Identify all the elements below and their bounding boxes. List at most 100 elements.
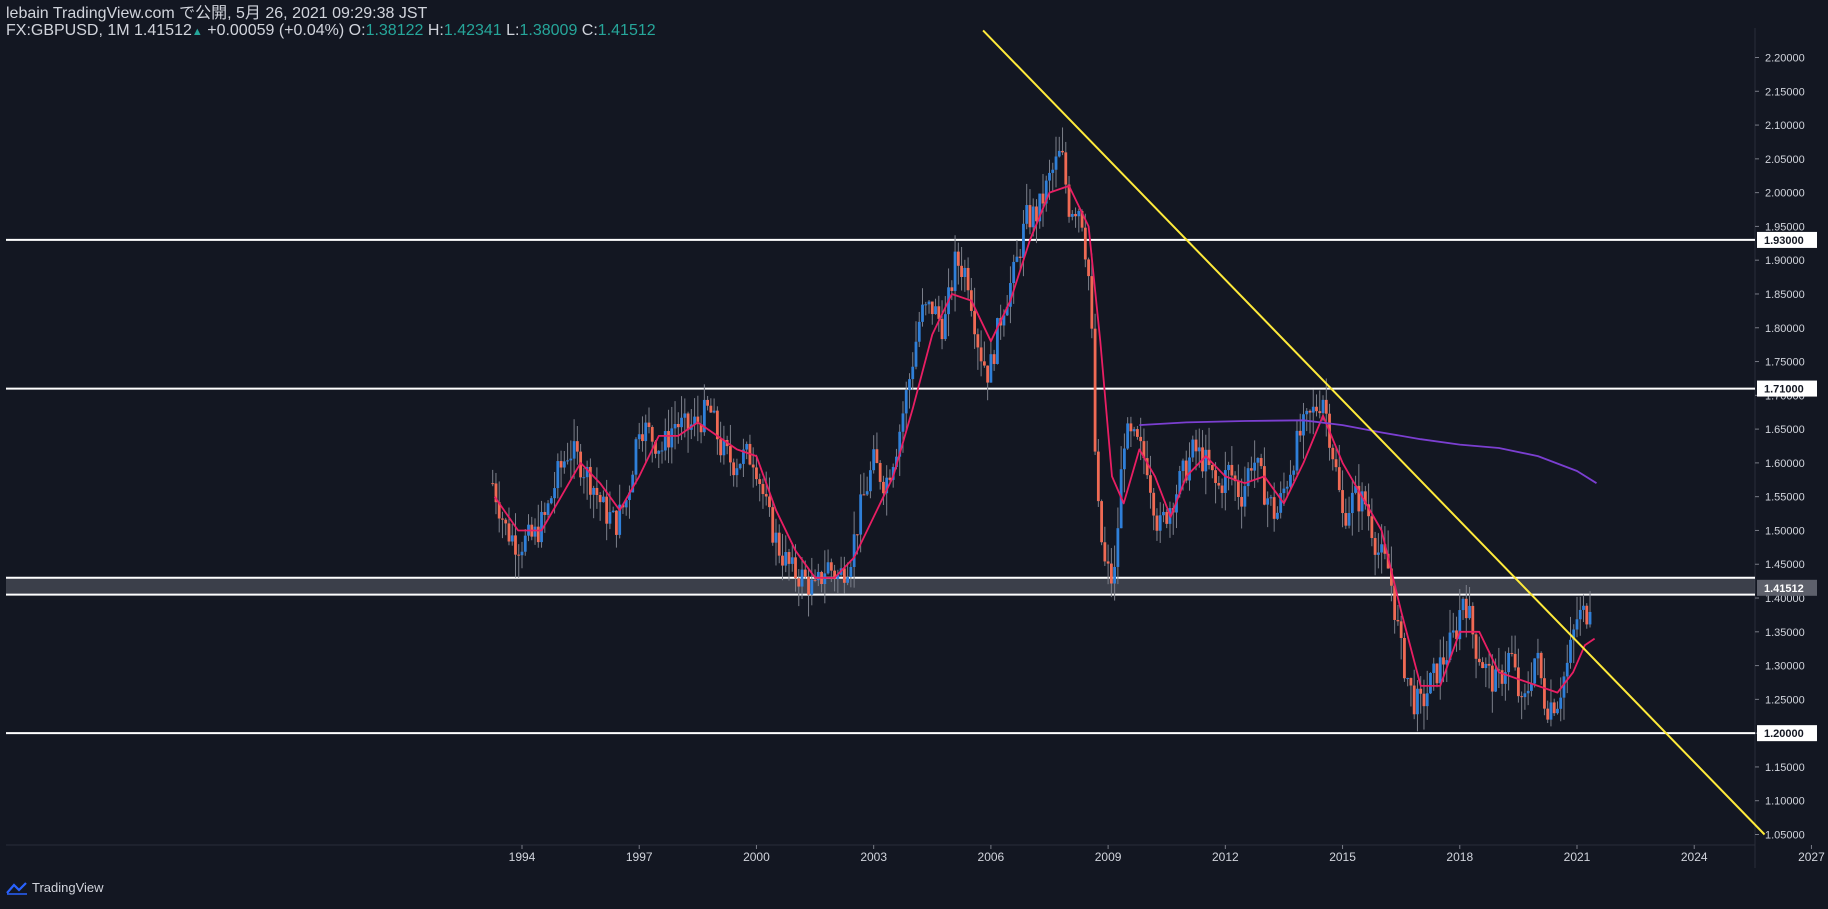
candle-up: [865, 491, 869, 495]
candle-up: [1565, 662, 1569, 677]
candle-down: [1041, 193, 1045, 204]
candle-down: [813, 579, 817, 581]
candle-down: [1249, 468, 1253, 471]
candle-up: [1256, 458, 1260, 463]
candle-down: [807, 576, 810, 595]
candle-down: [1334, 459, 1338, 468]
candle-up: [800, 569, 804, 587]
candle-up: [644, 422, 648, 442]
candle-down: [699, 424, 703, 433]
candle-down: [1103, 542, 1107, 562]
candle-up: [914, 341, 918, 367]
candle-down: [1080, 211, 1084, 228]
symbol-legend[interactable]: FX:GBPUSD, 1M 1.41512▲ +0.00059 (+0.04%)…: [6, 22, 656, 41]
y-tick-label: 1.55000: [1765, 492, 1805, 504]
candle-down: [992, 354, 996, 364]
candle-up: [953, 251, 957, 291]
candle-up: [921, 304, 924, 322]
x-tick-label: 2015: [1329, 850, 1356, 864]
level-lines-group[interactable]: [6, 238, 1755, 735]
candle-down: [1331, 447, 1335, 460]
candle-up: [1484, 663, 1488, 669]
candle-up: [1178, 471, 1182, 495]
candle-down: [504, 519, 508, 524]
candle-up: [1005, 306, 1009, 316]
candle-up: [1292, 470, 1296, 475]
candle-up: [572, 441, 576, 459]
y-tick-label: 1.45000: [1765, 559, 1805, 571]
symbol-name[interactable]: FX:GBPUSD, 1M: [6, 22, 130, 39]
low-value: 1.38009: [519, 22, 578, 39]
candle-up: [549, 498, 553, 504]
y-tick-label: 1.05000: [1765, 830, 1805, 842]
candle-up: [745, 443, 749, 450]
candle-down: [771, 507, 775, 543]
candle-up: [1582, 605, 1585, 610]
high-value: 1.42341: [443, 22, 502, 39]
candle-down: [1149, 475, 1152, 493]
candle-up: [1549, 702, 1553, 720]
candle-up: [774, 532, 778, 543]
candle-up: [585, 466, 589, 478]
candle-down: [1422, 693, 1426, 707]
candle-up: [582, 477, 586, 479]
candle-down: [1184, 460, 1188, 481]
candle-up: [1077, 211, 1081, 217]
candle-down: [1194, 439, 1198, 452]
candle-down: [1240, 496, 1244, 507]
price-change: +0.00059 (+0.04%): [207, 22, 345, 39]
candle-up: [1461, 598, 1465, 611]
candle-up: [520, 551, 524, 556]
candle-down: [1487, 663, 1491, 666]
candle-up: [540, 512, 543, 543]
candle-up: [1575, 619, 1579, 630]
candle-up: [1429, 672, 1432, 694]
moving-average-fast-line: [493, 185, 1596, 694]
candle-down: [1367, 504, 1371, 517]
candle-up: [1425, 693, 1429, 707]
candle-down: [761, 484, 765, 495]
candle-down: [1028, 205, 1032, 228]
candle-up: [1536, 652, 1540, 659]
candle-down: [1318, 411, 1322, 414]
x-tick-label: 2003: [860, 850, 887, 864]
candle-down: [758, 479, 762, 485]
y-tick-label: 1.90000: [1765, 255, 1805, 267]
candle-down: [1464, 598, 1468, 619]
candle-up: [1051, 169, 1055, 173]
candle-down: [1324, 399, 1328, 414]
candles-group: [491, 127, 1592, 732]
candle-down: [1497, 669, 1501, 671]
candle-down: [833, 570, 836, 580]
tradingview-logo-icon: [6, 881, 28, 895]
candle-down: [1096, 451, 1100, 502]
support-resistance-zone[interactable]: [6, 577, 1755, 595]
candle-down: [794, 557, 797, 579]
candle-up: [1458, 610, 1462, 640]
candle-up: [1507, 652, 1511, 673]
candle-down: [956, 251, 960, 266]
candle-up: [943, 314, 947, 340]
candle-down: [1344, 513, 1348, 526]
candle-up: [1266, 498, 1270, 505]
candle-up: [1188, 457, 1191, 481]
candle-down: [937, 306, 941, 319]
candle-down: [1067, 184, 1071, 217]
candle-down: [1315, 406, 1318, 412]
high-label: H:: [427, 22, 444, 39]
trendline-group[interactable]: [982, 29, 1766, 836]
candle-up: [1572, 629, 1576, 640]
candle-up: [634, 439, 638, 475]
descending-trendline[interactable]: [982, 29, 1766, 836]
candle-up: [1116, 528, 1120, 567]
level-price-label-box: [1757, 380, 1817, 397]
candle-up: [1285, 486, 1289, 489]
candle-down: [842, 568, 846, 583]
level-price-label: 1.93000: [1764, 235, 1804, 247]
candle-up: [869, 470, 872, 492]
candle-up: [712, 410, 716, 413]
y-tick-label: 1.65000: [1765, 424, 1805, 436]
tradingview-branding[interactable]: TradingView: [6, 880, 104, 895]
candle-up: [1269, 497, 1273, 499]
